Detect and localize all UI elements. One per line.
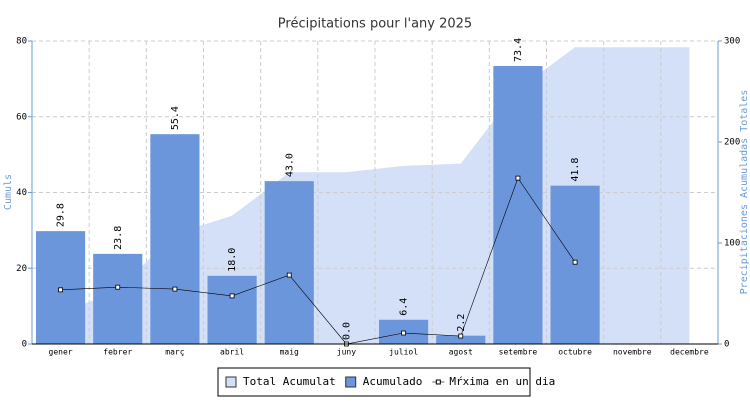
legend-label: Mŕxima en un dia bbox=[449, 375, 555, 388]
legend-marker bbox=[435, 379, 441, 385]
data-label: 73.4 bbox=[513, 38, 524, 62]
y2-tick-label: 0 bbox=[724, 340, 729, 350]
x-tick-label: gener bbox=[49, 348, 73, 357]
line bbox=[60, 177, 576, 345]
x-tick-label: març bbox=[165, 348, 184, 357]
y-tick-label: 0 bbox=[22, 340, 27, 350]
legend-swatch bbox=[225, 376, 237, 388]
x-tick-label: novembre bbox=[613, 348, 652, 357]
y2-tick-label: 100 bbox=[724, 239, 740, 249]
line-marker bbox=[172, 286, 178, 292]
y2-tick-label: 200 bbox=[724, 138, 740, 148]
data-label: 23.8 bbox=[113, 226, 124, 250]
x-tick-label: abril bbox=[220, 348, 244, 357]
x-tick-label: agost bbox=[449, 348, 473, 357]
chart-title: Précipitations pour l'any 2025 bbox=[278, 17, 472, 32]
legend-box bbox=[217, 367, 531, 397]
line-marker bbox=[458, 333, 464, 339]
x-tick-label: setembre bbox=[499, 348, 538, 357]
x-tick-label: decembre bbox=[670, 348, 709, 357]
line-marker bbox=[401, 330, 406, 336]
line-marker bbox=[572, 259, 578, 265]
x-tick-label: maig bbox=[280, 348, 299, 357]
data-label: 2.2 bbox=[456, 314, 467, 332]
line-marker bbox=[515, 175, 521, 181]
line-marker bbox=[115, 284, 121, 290]
data-label: 55.4 bbox=[170, 106, 181, 130]
y-axis-title: Cumuls bbox=[3, 174, 14, 210]
line-marker bbox=[229, 293, 235, 299]
y-tick-label: 20 bbox=[16, 264, 27, 274]
data-label: 41.8 bbox=[570, 158, 581, 182]
y2-axis-title: Precipitaciones Acumuladas Totales bbox=[739, 90, 750, 295]
data-label: 29.8 bbox=[56, 203, 67, 227]
line-marker bbox=[58, 287, 63, 293]
bar bbox=[550, 185, 600, 344]
y-tick-label: 80 bbox=[16, 37, 27, 47]
y-tick-label: 60 bbox=[16, 112, 27, 122]
legend-label: Acumulado bbox=[363, 375, 423, 388]
data-label: 6.4 bbox=[399, 298, 410, 316]
line-marker bbox=[286, 272, 292, 278]
x-tick-label: octubre bbox=[558, 348, 592, 357]
bar bbox=[264, 181, 314, 344]
bar bbox=[93, 253, 143, 344]
y2-tick-label: 300 bbox=[724, 37, 740, 47]
data-label: 43.0 bbox=[284, 153, 295, 177]
legend-swatch bbox=[345, 376, 357, 388]
bar bbox=[207, 275, 257, 344]
y-tick-label: 40 bbox=[16, 188, 27, 198]
x-tick-label: febrer bbox=[103, 348, 132, 357]
bar bbox=[150, 134, 200, 344]
bar bbox=[436, 335, 486, 344]
data-label: 18.0 bbox=[227, 248, 238, 272]
x-tick-label: juny bbox=[337, 348, 356, 357]
legend-label: Total Acumulat bbox=[243, 375, 336, 388]
data-label: 0.0 bbox=[341, 322, 352, 340]
bar bbox=[493, 65, 543, 344]
x-tick-label: juliol bbox=[389, 348, 418, 357]
